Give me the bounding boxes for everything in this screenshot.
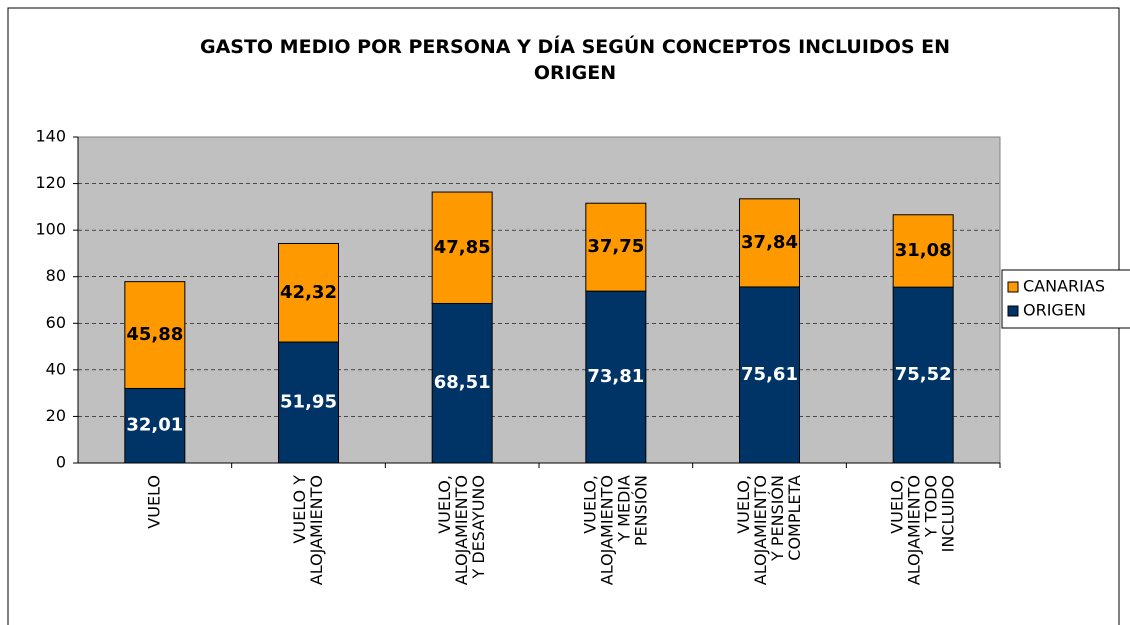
y-tick-label: 0 xyxy=(56,453,66,472)
legend-swatch xyxy=(1007,305,1019,317)
legend-swatch xyxy=(1007,281,1019,293)
y-tick-label: 100 xyxy=(35,220,66,239)
x-tick-label: VUELO xyxy=(144,475,163,529)
bar-segment xyxy=(585,290,647,464)
x-tick-label: VUELO,ALOJAMIENTOY TODOINCLUIDO xyxy=(887,475,957,585)
bar-segment xyxy=(278,242,339,343)
value-label: 45,88 xyxy=(126,324,183,345)
bar-segment xyxy=(892,286,954,464)
value-label: 42,32 xyxy=(280,282,337,303)
value-label: 31,08 xyxy=(895,240,952,261)
bar-segment xyxy=(585,202,647,292)
bar-segment xyxy=(124,281,186,389)
bar-segment xyxy=(431,302,493,464)
value-label: 51,95 xyxy=(280,392,337,413)
x-tick-label: VUELO YALOJAMIENTO xyxy=(290,475,326,585)
legend-label: ORIGEN xyxy=(1023,301,1086,320)
bar-segment xyxy=(739,198,800,288)
value-label: 75,52 xyxy=(895,364,952,385)
bar-segment xyxy=(124,387,186,464)
value-label: 68,51 xyxy=(434,372,491,393)
value-label: 37,75 xyxy=(587,236,644,257)
bar-segment xyxy=(739,286,800,464)
y-tick-label: 20 xyxy=(46,406,66,425)
x-tick-label: VUELO,ALOJAMIENTOY PENSIÓNCOMPLETA xyxy=(734,475,804,585)
value-label: 73,81 xyxy=(587,366,644,387)
y-tick-label: 40 xyxy=(46,359,66,378)
value-label: 37,84 xyxy=(741,232,798,253)
legend-box xyxy=(1001,269,1130,329)
chart-title: GASTO MEDIO POR PERSONA Y DÍA SEGÚN CONC… xyxy=(200,34,950,84)
y-tick-label: 140 xyxy=(35,127,66,146)
bar-segment xyxy=(431,191,493,304)
legend-label: CANARIAS xyxy=(1023,277,1105,296)
y-tick-label: 60 xyxy=(46,313,66,332)
plot-area xyxy=(77,136,1001,464)
value-label: 47,85 xyxy=(434,237,491,258)
bar-segment xyxy=(892,214,954,288)
y-tick-label: 80 xyxy=(46,266,66,285)
x-tick-label: VUELO,ALOJAMIENTOY DESAYUNO xyxy=(435,475,488,585)
x-tick-label: VUELO,ALOJAMIENTOY MEDIAPENSIÓN xyxy=(580,475,650,585)
value-label: 32,01 xyxy=(126,415,183,436)
value-label: 75,61 xyxy=(741,364,798,385)
y-tick-label: 120 xyxy=(35,173,66,192)
